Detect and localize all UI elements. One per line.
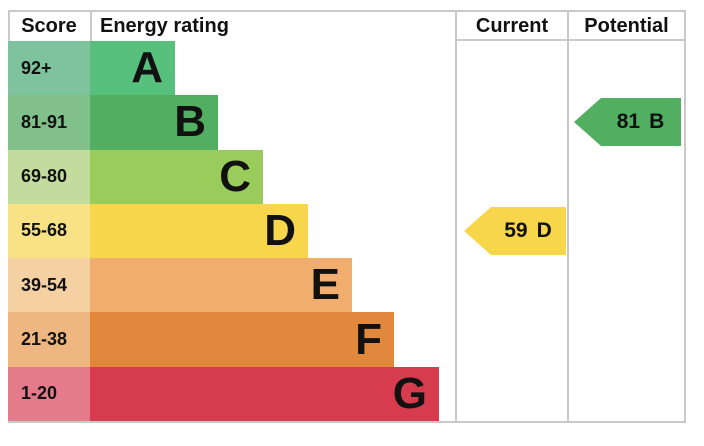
band-letter-a: A	[131, 43, 163, 93]
score-range-e: 39-54	[8, 258, 90, 313]
band-letter-g: G	[392, 368, 427, 418]
score-range-c: 69-80	[8, 149, 90, 204]
header-underline	[455, 39, 686, 41]
potential-rating-arrow: 81 B	[574, 98, 681, 146]
band-letter-d: D	[264, 205, 296, 255]
band-row-c: 69-80 C	[8, 149, 455, 204]
band-bar-g: G	[90, 366, 439, 421]
band-row-e: 39-54 E	[8, 258, 455, 313]
rating-bands: 92+ A 81-91 B 69-80 C 55-68 D 39-54	[8, 41, 455, 421]
score-range-d: 55-68	[8, 203, 90, 259]
header-score: Score	[21, 15, 77, 37]
current-rating-value: 59	[504, 219, 528, 242]
score-range-a: 92+	[8, 41, 90, 96]
band-letter-b: B	[174, 97, 206, 147]
band-bar-b: B	[90, 95, 218, 150]
band-row-f: 21-38 F	[8, 312, 455, 367]
current-column-divider	[455, 10, 457, 423]
potential-rating-value: 81	[616, 110, 641, 133]
score-header-divider	[90, 12, 92, 41]
potential-rating-band: B	[649, 110, 665, 133]
header-potential: Potential	[584, 15, 669, 37]
current-rating-band: D	[536, 219, 552, 242]
score-range-g: 1-20	[8, 366, 90, 421]
band-bar-e: E	[90, 258, 352, 313]
header-current: Current	[475, 15, 549, 37]
band-row-b: 81-91 B	[8, 95, 455, 150]
potential-column-divider	[567, 10, 569, 423]
band-row-g: 1-20 G	[8, 366, 455, 421]
band-letter-f: F	[355, 314, 382, 364]
band-letter-c: C	[219, 151, 251, 201]
band-row-d: 55-68 D	[8, 203, 455, 259]
score-range-b: 81-91	[8, 95, 90, 150]
header-energy-rating: Energy rating	[100, 15, 229, 37]
score-range-f: 21-38	[8, 312, 90, 367]
epc-rating-chart: Score Energy rating Current Potential 92…	[8, 10, 686, 423]
band-bar-c: C	[90, 149, 263, 204]
table-border-bottom	[8, 421, 686, 423]
band-bar-a: A	[90, 41, 175, 96]
band-bar-f: F	[90, 312, 394, 367]
band-bar-d: D	[90, 203, 308, 259]
band-row-a: 92+ A	[8, 41, 455, 96]
table-border-right	[684, 10, 686, 423]
current-rating-arrow: 59 D	[464, 207, 566, 255]
table-border-left	[8, 10, 10, 41]
band-letter-e: E	[310, 260, 340, 310]
table-border-top	[8, 10, 686, 12]
